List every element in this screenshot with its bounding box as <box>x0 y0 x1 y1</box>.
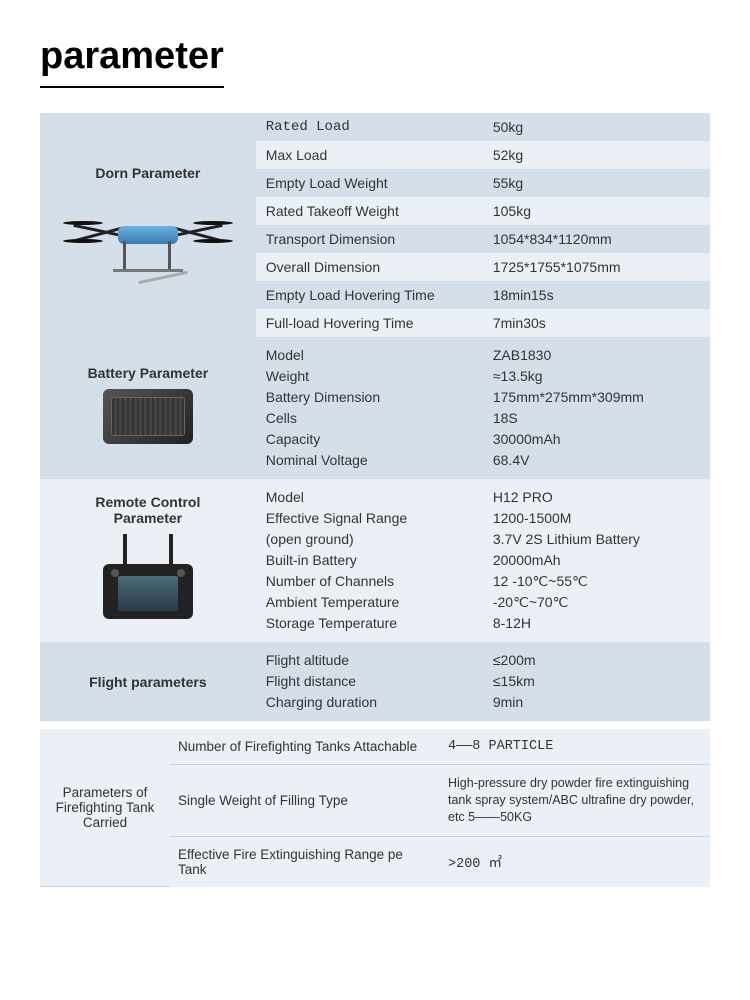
battery-value-4: 30000mAh <box>493 429 700 450</box>
flight-label-1: Flight distance <box>266 671 473 692</box>
remote-label-4: Number of Channels <box>266 571 473 592</box>
tank-header-l1: Parameters of <box>48 785 162 800</box>
tank-label-2: Effective Fire Extinguishing Range pe Ta… <box>170 836 440 887</box>
remote-icon <box>93 534 203 619</box>
remote-values: H12 PRO 1200-1500M 3.7V 2S Lithium Batte… <box>483 479 710 642</box>
flight-label-0: Flight altitude <box>266 650 473 671</box>
dorn-value-5: 1725*1755*1075mm <box>483 253 710 281</box>
tank-table: Parameters of Firefighting Tank Carried … <box>40 729 710 887</box>
battery-section-cell: Battery Parameter <box>40 337 256 479</box>
drone-icon <box>68 191 228 291</box>
dorn-label-3: Rated Takeoff Weight <box>256 197 483 225</box>
battery-labels: Model Weight Battery Dimension Cells Cap… <box>256 337 483 479</box>
flight-value-1: ≤15km <box>493 671 700 692</box>
battery-value-5: 68.4V <box>493 450 700 471</box>
remote-value-3: 20000mAh <box>493 550 700 571</box>
flight-values: ≤200m ≤15km 9min <box>483 642 710 721</box>
remote-header-l2: Parameter <box>50 510 246 526</box>
tank-value-1: High-pressure dry powder fire extinguish… <box>440 765 710 837</box>
tank-section-cell: Parameters of Firefighting Tank Carried <box>40 729 170 887</box>
tank-label-1: Single Weight of Filling Type <box>170 765 440 837</box>
spec-table: Dorn Parameter Rated Load 50kg Max Load … <box>40 113 710 721</box>
flight-value-2: 9min <box>493 692 700 713</box>
dorn-label-5: Overall Dimension <box>256 253 483 281</box>
dorn-value-0: 50kg <box>483 113 710 141</box>
remote-value-1: 1200-1500M <box>493 508 700 529</box>
dorn-label-2: Empty Load Weight <box>256 169 483 197</box>
battery-label-2: Battery Dimension <box>266 387 473 408</box>
dorn-value-6: 18min15s <box>483 281 710 309</box>
tank-value-0: 4——8 PARTICLE <box>440 729 710 765</box>
remote-value-5: -20℃~70℃ <box>493 592 700 613</box>
remote-value-2: 3.7V 2S Lithium Battery <box>493 529 700 550</box>
remote-label-3: Built-in Battery <box>266 550 473 571</box>
remote-section-cell: Remote Control Parameter <box>40 479 256 642</box>
battery-label-0: Model <box>266 345 473 366</box>
flight-labels: Flight altitude Flight distance Charging… <box>256 642 483 721</box>
tank-label-0: Number of Firefighting Tanks Attachable <box>170 729 440 765</box>
flight-header: Flight parameters <box>50 674 246 690</box>
battery-values: ZAB1830 ≈13.5kg 175mm*275mm*309mm 18S 30… <box>483 337 710 479</box>
battery-value-2: 175mm*275mm*309mm <box>493 387 700 408</box>
battery-label-5: Nominal Voltage <box>266 450 473 471</box>
flight-section-cell: Flight parameters <box>40 642 256 721</box>
battery-value-0: ZAB1830 <box>493 345 700 366</box>
dorn-label-1: Max Load <box>256 141 483 169</box>
dorn-value-2: 55kg <box>483 169 710 197</box>
remote-label-5: Ambient Temperature <box>266 592 473 613</box>
remote-labels: Model Effective Signal Range (open groun… <box>256 479 483 642</box>
remote-value-6: 8-12H <box>493 613 700 634</box>
flight-value-0: ≤200m <box>493 650 700 671</box>
tank-header-l2: Firefighting Tank <box>48 800 162 815</box>
battery-label-4: Capacity <box>266 429 473 450</box>
tank-header-l3: Carried <box>48 815 162 830</box>
dorn-value-4: 1054*834*1120mm <box>483 225 710 253</box>
battery-value-3: 18S <box>493 408 700 429</box>
remote-label-1: Effective Signal Range <box>266 508 473 529</box>
remote-label-2: (open ground) <box>266 529 473 550</box>
battery-icon <box>103 389 193 444</box>
dorn-value-3: 105kg <box>483 197 710 225</box>
dorn-label-4: Transport Dimension <box>256 225 483 253</box>
dorn-value-1: 52kg <box>483 141 710 169</box>
remote-value-4: 12 -10℃~55℃ <box>493 571 700 592</box>
remote-label-6: Storage Temperature <box>266 613 473 634</box>
dorn-label-6: Empty Load Hovering Time <box>256 281 483 309</box>
dorn-label-7: Full-load Hovering Time <box>256 309 483 337</box>
flight-label-2: Charging duration <box>266 692 473 713</box>
dorn-section-cell: Dorn Parameter <box>40 113 256 337</box>
page-title: parameter <box>40 35 224 88</box>
dorn-label-0: Rated Load <box>256 113 483 141</box>
battery-label-1: Weight <box>266 366 473 387</box>
battery-header: Battery Parameter <box>50 365 246 381</box>
remote-value-0: H12 PRO <box>493 487 700 508</box>
dorn-header: Dorn Parameter <box>50 165 246 181</box>
dorn-value-7: 7min30s <box>483 309 710 337</box>
remote-header-l1: Remote Control <box>50 494 246 510</box>
battery-label-3: Cells <box>266 408 473 429</box>
tank-value-2: >200 ㎡ <box>440 836 710 887</box>
battery-value-1: ≈13.5kg <box>493 366 700 387</box>
remote-label-0: Model <box>266 487 473 508</box>
